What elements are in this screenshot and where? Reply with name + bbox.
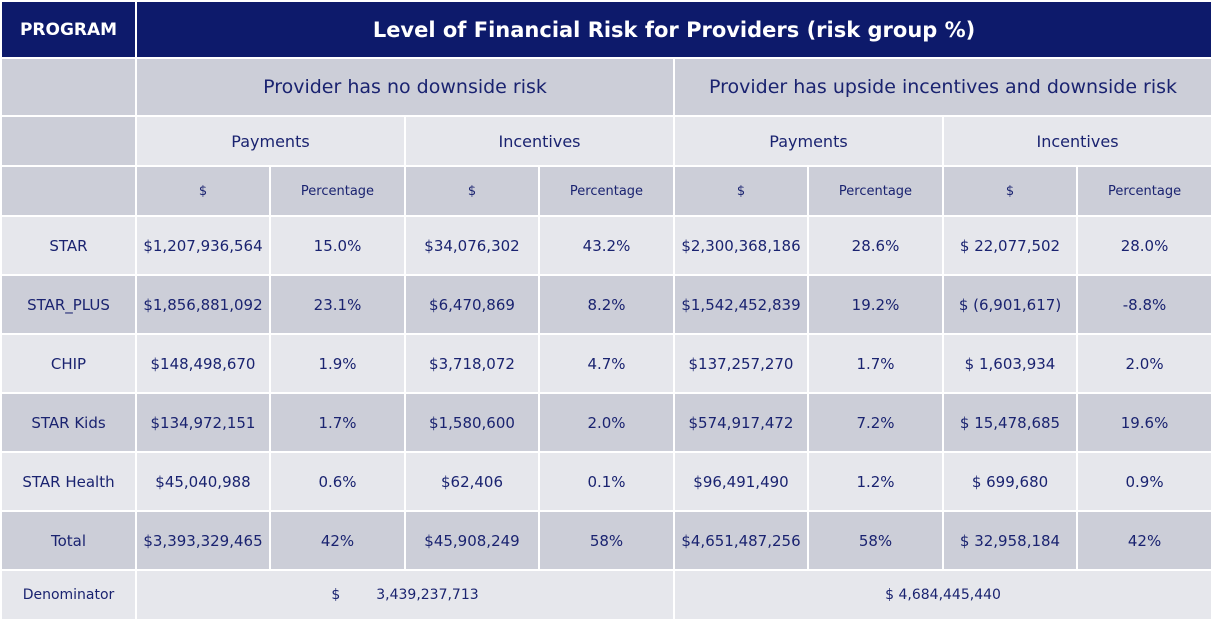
value-cell: $34,076,302 (404, 215, 540, 276)
value-cell: 58% (807, 510, 944, 571)
value-cell: $6,470,869 (404, 274, 540, 335)
denominator-label: Denominator (0, 569, 137, 621)
column-header: Percentage (538, 165, 675, 217)
denominator-left: $3,439,237,713 (135, 569, 675, 621)
value-cell: $96,491,490 (673, 451, 809, 512)
value-cell: 19.6% (1075, 392, 1211, 453)
column-header: Percentage (807, 165, 944, 217)
value-cell: $45,908,249 (404, 510, 540, 571)
program-cell: STAR Health (0, 451, 137, 512)
value-cell: 0.1% (538, 451, 675, 512)
header-row: PROGRAM Level of Financial Risk for Prov… (0, 0, 1211, 59)
program-cell: CHIP (0, 333, 137, 394)
value-cell: $ 1,603,934 (942, 333, 1078, 394)
subgroup-row: Payments Incentives Payments Incentives (0, 115, 1211, 167)
value-cell: 28.0% (1075, 215, 1211, 276)
value-cell: 28.6% (807, 215, 944, 276)
column-header: $ (404, 165, 540, 217)
program-cell: STAR Kids (0, 392, 137, 453)
table-title: Level of Financial Risk for Providers (r… (134, 0, 1211, 59)
value-cell: $ 22,077,502 (942, 215, 1078, 276)
value-cell: 0.6% (269, 451, 406, 512)
value-cell: 42% (1075, 510, 1211, 571)
denominator-row: Denominator $3,439,237,713 $ 4,684,445,4… (0, 569, 1211, 621)
column-header-row: $ Percentage $ Percentage $ Percentage $… (0, 165, 1211, 217)
table-row: STAR_PLUS $1,856,881,092 23.1% $6,470,86… (0, 274, 1211, 335)
value-cell: $134,972,151 (135, 392, 271, 453)
value-cell: 23.1% (269, 274, 406, 335)
value-cell: 7.2% (807, 392, 944, 453)
table-row: CHIP $148,498,670 1.9% $3,718,072 4.7% $… (0, 333, 1211, 394)
value-cell: $ (6,901,617) (942, 274, 1078, 335)
value-cell: $1,580,600 (404, 392, 540, 453)
value-cell: 4.7% (538, 333, 675, 394)
value-cell: 1.7% (269, 392, 406, 453)
subgroup-incentives: Incentives (404, 115, 675, 167)
value-cell: $62,406 (404, 451, 540, 512)
value-cell: 58% (538, 510, 675, 571)
blank-cell (0, 57, 137, 117)
value-cell: 42% (269, 510, 406, 571)
subgroup-incentives: Incentives (941, 115, 1211, 167)
group-row: Provider has no downside risk Provider h… (0, 57, 1211, 117)
denominator-right: $ 4,684,445,440 (672, 569, 1211, 621)
value-cell: $4,651,487,256 (673, 510, 809, 571)
program-cell: STAR (0, 215, 137, 276)
value-cell: 19.2% (807, 274, 944, 335)
table-row: STAR $1,207,936,564 15.0% $34,076,302 43… (0, 215, 1211, 276)
value-cell: $3,393,329,465 (135, 510, 271, 571)
value-cell: $137,257,270 (673, 333, 809, 394)
value-cell: 0.9% (1075, 451, 1211, 512)
value-cell: 1.9% (269, 333, 406, 394)
value-cell: $1,542,452,839 (673, 274, 809, 335)
blank-cell (0, 165, 137, 217)
subgroup-payments: Payments (673, 115, 944, 167)
denominator-left-currency: $ (331, 587, 341, 603)
group-no-downside: Provider has no downside risk (135, 57, 675, 117)
value-cell: $1,856,881,092 (135, 274, 271, 335)
value-cell: 8.2% (538, 274, 675, 335)
value-cell: $ 15,478,685 (942, 392, 1078, 453)
blank-cell (0, 115, 137, 167)
program-header: PROGRAM (0, 0, 137, 59)
value-cell: $574,917,472 (673, 392, 809, 453)
value-cell: 15.0% (269, 215, 406, 276)
column-header: $ (942, 165, 1078, 217)
subgroup-payments: Payments (135, 115, 406, 167)
program-cell: STAR_PLUS (0, 274, 137, 335)
value-cell: $1,207,936,564 (135, 215, 271, 276)
column-header: Percentage (1075, 165, 1211, 217)
value-cell: 2.0% (538, 392, 675, 453)
group-upside-downside: Provider has upside incentives and downs… (672, 57, 1211, 117)
total-row: Total $3,393,329,465 42% $45,908,249 58%… (0, 510, 1211, 571)
value-cell: $3,718,072 (404, 333, 540, 394)
column-header: $ (673, 165, 809, 217)
denominator-left-value: 3,439,237,713 (376, 587, 479, 603)
value-cell: 43.2% (538, 215, 675, 276)
column-header: Percentage (269, 165, 406, 217)
value-cell: -8.8% (1075, 274, 1211, 335)
table-row: STAR Kids $134,972,151 1.7% $1,580,600 2… (0, 392, 1211, 453)
column-header: $ (135, 165, 271, 217)
value-cell: $ 699,680 (942, 451, 1078, 512)
value-cell: $2,300,368,186 (673, 215, 809, 276)
value-cell: $45,040,988 (135, 451, 271, 512)
value-cell: 1.7% (807, 333, 944, 394)
table-row: STAR Health $45,040,988 0.6% $62,406 0.1… (0, 451, 1211, 512)
value-cell: $ 32,958,184 (942, 510, 1078, 571)
value-cell: 2.0% (1075, 333, 1211, 394)
program-cell: Total (0, 510, 137, 571)
value-cell: $148,498,670 (135, 333, 271, 394)
value-cell: 1.2% (807, 451, 944, 512)
